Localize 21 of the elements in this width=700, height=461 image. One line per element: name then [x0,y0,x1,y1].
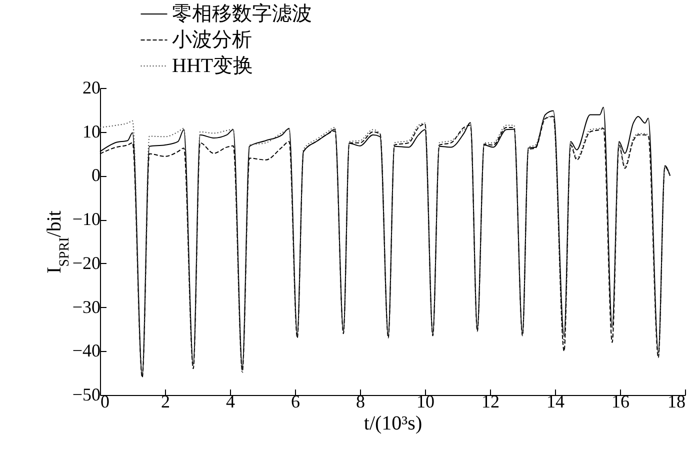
y-tick-label: 10 [82,121,100,142]
legend-label: HHT变换 [172,55,254,77]
y-tick-label: −30 [72,296,100,317]
x-axis-title: t/(10³s) [364,412,422,434]
x-tick-label: 10 [416,392,434,412]
x-tick-label: 4 [226,392,235,412]
x-tick-label: 16 [612,392,630,412]
x-tick-label: 8 [356,392,365,412]
x-tick-label: 18 [668,392,686,412]
y-tick-label: −20 [72,252,100,273]
y-tick-label: 20 [82,78,100,98]
x-tick-label: 14 [546,392,564,412]
x-tick-label: 12 [482,392,500,412]
y-tick-label: 0 [92,165,100,186]
x-tick-label: 2 [161,392,170,412]
y-tick-label: −50 [72,384,100,404]
legend-label: 小波分析 [172,29,252,51]
y-tick-label: −40 [72,340,100,361]
x-tick-label: 6 [291,392,300,412]
y-tick-label: −10 [72,209,100,230]
legend-label: 零相移数字滤波 [172,2,312,25]
